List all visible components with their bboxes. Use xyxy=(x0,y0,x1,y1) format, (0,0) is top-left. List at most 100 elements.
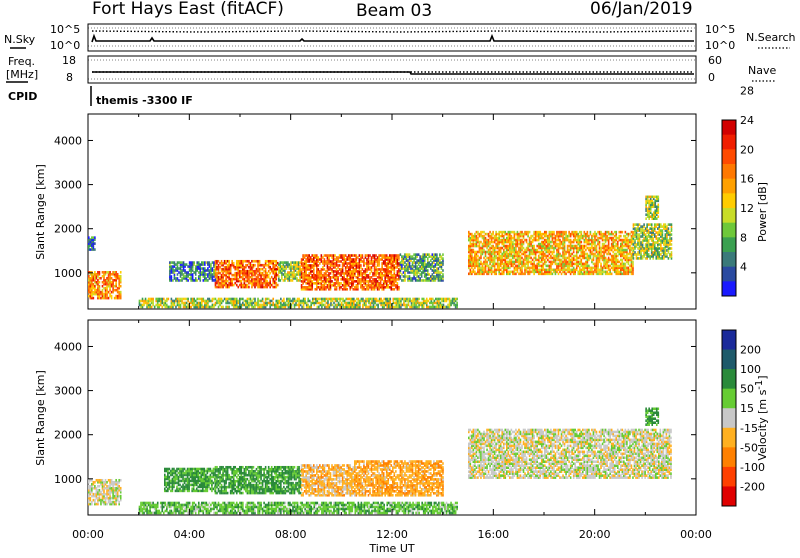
range-cell xyxy=(529,249,531,252)
range-cell xyxy=(175,298,177,301)
range-cell xyxy=(640,225,642,228)
range-cell xyxy=(105,279,107,282)
range-cell xyxy=(549,261,551,264)
range-cell xyxy=(251,300,253,303)
range-cell xyxy=(339,304,341,307)
range-cell xyxy=(579,267,581,270)
range-cell xyxy=(392,254,394,257)
range-cell xyxy=(337,264,339,267)
range-cell xyxy=(318,256,320,259)
range-cell xyxy=(671,233,673,236)
range-cell xyxy=(418,275,420,278)
range-cell xyxy=(549,231,551,234)
range-cell xyxy=(321,298,323,301)
range-cell xyxy=(421,255,423,258)
range-cell xyxy=(602,233,604,236)
range-cell xyxy=(656,205,658,208)
range-cell xyxy=(265,268,267,271)
range-cell xyxy=(166,304,168,307)
range-cell xyxy=(415,253,417,256)
range-cell xyxy=(395,266,397,269)
range-cell xyxy=(311,280,313,283)
range-cell xyxy=(542,237,544,240)
range-cell xyxy=(550,261,552,264)
range-cell xyxy=(234,282,236,285)
range-cell xyxy=(527,231,529,234)
range-cell xyxy=(576,245,578,248)
range-cell xyxy=(251,260,253,263)
range-cell xyxy=(605,271,607,274)
range-cell xyxy=(576,239,578,242)
range-cell xyxy=(671,237,673,240)
range-cell xyxy=(325,254,327,257)
range-cell xyxy=(328,254,330,257)
range-cell xyxy=(652,227,654,230)
range-cell xyxy=(620,243,622,246)
range-cell xyxy=(298,279,300,282)
range-cell xyxy=(468,273,470,276)
range-cell xyxy=(224,298,226,301)
range-cell xyxy=(432,261,434,264)
range-cell xyxy=(669,253,671,256)
range-cell xyxy=(292,298,294,301)
range-cell xyxy=(517,251,519,254)
range-cell xyxy=(245,300,247,303)
range-cell xyxy=(419,273,421,276)
range-cell xyxy=(318,264,320,267)
range-cell xyxy=(533,257,535,260)
range-cell xyxy=(149,298,151,301)
range-cell xyxy=(558,273,560,276)
range-cell xyxy=(633,235,635,238)
range-cell xyxy=(201,298,203,301)
nsky-label: N.Sky xyxy=(4,33,36,46)
range-cell xyxy=(332,304,334,307)
range-cell xyxy=(331,280,333,283)
range-cell xyxy=(591,251,593,254)
range-cell xyxy=(663,247,665,250)
range-cell xyxy=(663,223,665,226)
range-cell xyxy=(383,254,385,257)
range-cell xyxy=(553,237,555,240)
range-cell xyxy=(477,259,479,262)
range-cell xyxy=(416,259,418,262)
range-cell xyxy=(479,233,481,236)
range-cell xyxy=(271,276,273,279)
range-cell xyxy=(565,231,567,234)
range-cell xyxy=(416,253,418,256)
range-cell xyxy=(547,269,549,272)
range-cell xyxy=(397,270,399,273)
range-cell xyxy=(210,306,212,309)
range-cell xyxy=(559,259,561,262)
range-cell xyxy=(210,263,212,266)
range-cell xyxy=(629,265,631,268)
range-cell xyxy=(477,255,479,258)
range-cell xyxy=(364,300,366,303)
range-cell xyxy=(657,237,659,240)
range-cell xyxy=(168,298,170,301)
range-cell xyxy=(648,253,650,256)
range-cell xyxy=(192,273,194,276)
range-cell xyxy=(645,196,647,199)
noise-tick-right-top: 10^5 xyxy=(705,23,735,36)
range-cell xyxy=(430,259,432,262)
range-cell xyxy=(362,260,364,263)
range-cell xyxy=(430,255,432,258)
range-cell xyxy=(633,253,635,256)
range-cell xyxy=(285,302,287,305)
range-cell xyxy=(532,263,534,266)
range-cell xyxy=(366,254,368,257)
range-cell xyxy=(657,227,659,230)
range-cell xyxy=(579,255,581,258)
range-cell xyxy=(289,271,291,274)
range-cell xyxy=(631,235,633,238)
nave-label: Nave xyxy=(748,64,776,77)
range-cell xyxy=(500,247,502,250)
range-cell xyxy=(172,279,174,282)
range-cell xyxy=(336,298,338,301)
range-cell xyxy=(271,284,273,287)
range-cell xyxy=(356,284,358,287)
range-cell xyxy=(213,279,215,282)
range-cell xyxy=(91,236,93,239)
range-cell xyxy=(203,261,205,264)
range-cell xyxy=(248,298,250,301)
